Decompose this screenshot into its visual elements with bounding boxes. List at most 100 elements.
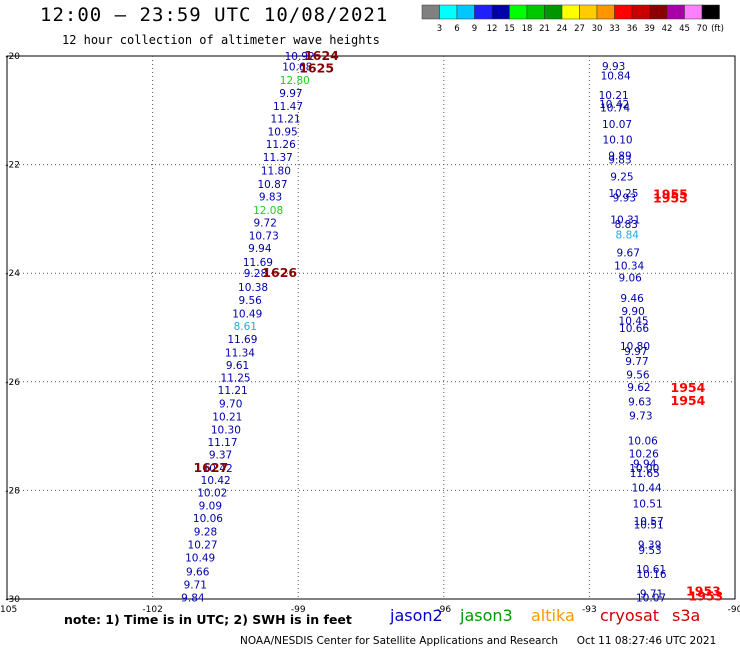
pass-time-label: 1953 bbox=[653, 190, 688, 205]
x-tick-label: -93 bbox=[582, 605, 597, 615]
wave-height-value: 11.17 bbox=[207, 437, 237, 449]
wave-height-value: 9.71 bbox=[184, 579, 207, 591]
wave-height-value: 10.92 bbox=[285, 51, 315, 63]
wave-height-value: 11.26 bbox=[266, 139, 296, 151]
wave-height-value: 9.93 bbox=[602, 61, 625, 73]
x-tick-label: -90 bbox=[728, 605, 740, 615]
wave-height-value: 9.77 bbox=[625, 356, 648, 368]
wave-height-value: 9.97 bbox=[624, 346, 647, 358]
x-tick-label: -99 bbox=[291, 605, 306, 615]
wave-height-value: 10.44 bbox=[632, 483, 662, 495]
wave-height-value: 9.09 bbox=[199, 501, 222, 513]
chart-title: 12:00 – 23:59 UTC 10/08/2021 bbox=[40, 4, 389, 26]
color-scale-label: 36 bbox=[627, 24, 638, 34]
color-scale-label: 3 bbox=[437, 24, 442, 34]
wave-height-value: 11.47 bbox=[273, 101, 303, 113]
wave-height-value: 8.61 bbox=[234, 321, 257, 333]
wave-height-value: 10.27 bbox=[188, 540, 218, 552]
y-tick-label: -20 bbox=[5, 52, 20, 62]
wave-height-value: 10.66 bbox=[619, 323, 649, 335]
wave-height-value: 10.95 bbox=[268, 126, 298, 138]
pass-time-label: 1955 bbox=[653, 186, 688, 201]
wave-height-value: 8.83 bbox=[615, 219, 638, 231]
wave-height-value: 11.37 bbox=[263, 152, 293, 164]
wave-height-value: 10.21 bbox=[599, 90, 629, 102]
pass-time-label: 1626 bbox=[262, 265, 297, 280]
wave-height-value: 10.42 bbox=[201, 475, 231, 487]
color-scale-label: 42 bbox=[662, 24, 673, 34]
pass-time-label: 1954 bbox=[671, 380, 706, 395]
wave-height-value: 10.00 bbox=[629, 463, 659, 475]
wave-height-value: 9.56 bbox=[626, 370, 650, 382]
wave-height-value: 10.51 bbox=[634, 520, 664, 532]
wave-height-value: 11.69 bbox=[227, 334, 257, 346]
wave-height-value: 9.28 bbox=[244, 268, 267, 280]
x-tick-label: -96 bbox=[436, 605, 451, 615]
color-scale-label: 27 bbox=[574, 24, 585, 34]
color-scale-label: 70 bbox=[697, 24, 708, 34]
color-scale-label: 33 bbox=[609, 24, 620, 34]
color-scale-unit: (ft) bbox=[711, 24, 724, 34]
wave-height-value: 10.87 bbox=[257, 179, 287, 191]
wave-height-value: 10.06 bbox=[193, 513, 223, 525]
footnote: note: 1) Time is in UTC; 2) SWH is in fe… bbox=[64, 612, 352, 627]
wave-height-value: 11.69 bbox=[243, 257, 273, 269]
credit-line: NOAA/NESDIS Center for Satellite Applica… bbox=[240, 635, 716, 647]
wave-height-value: 10.42 bbox=[203, 463, 233, 475]
wave-height-value: 9.73 bbox=[629, 410, 652, 422]
color-scale-legend: 3 6 9 12 15 18 21 24 27 30 33 36 39 42 45 70 (ft) bbox=[421, 4, 724, 34]
pass-time-label: 1953 bbox=[688, 588, 723, 603]
wave-height-value: 10.42 bbox=[599, 99, 629, 111]
wave-height-value: 10.07 bbox=[602, 119, 632, 131]
color-scale-label: 9 bbox=[472, 24, 477, 34]
wave-height-value: 10.80 bbox=[620, 341, 650, 353]
wave-height-value: 10.26 bbox=[629, 448, 659, 460]
wave-height-value: 9.83 bbox=[259, 192, 282, 204]
y-tick-label: -26 bbox=[5, 378, 20, 388]
plot-frame bbox=[6, 55, 736, 600]
y-tick-label: -24 bbox=[5, 269, 20, 279]
color-scale-label: 18 bbox=[522, 24, 533, 34]
legend-cryosat: cryosat bbox=[600, 606, 660, 625]
wave-height-value: 10.16 bbox=[636, 569, 666, 581]
chart-subtitle: 12 hour collection of altimeter wave hei… bbox=[62, 33, 380, 47]
wave-height-value: 9.89 bbox=[608, 150, 631, 162]
wave-height-value: 10.61 bbox=[636, 564, 666, 576]
wave-height-value: 10.25 bbox=[608, 188, 638, 200]
y-tick-label: -28 bbox=[5, 486, 20, 496]
color-scale-label: 21 bbox=[539, 24, 550, 34]
legend-altika: altika bbox=[531, 606, 575, 625]
legend-jason3: jason3 bbox=[460, 606, 513, 625]
pass-time-label: 1627 bbox=[193, 460, 228, 475]
wave-height-value: 12.80 bbox=[280, 75, 310, 87]
color-scale-label: 15 bbox=[504, 24, 515, 34]
color-scale-label: 39 bbox=[644, 24, 655, 34]
wave-height-value: 9.83 bbox=[608, 155, 631, 167]
wave-height-value: 10.74 bbox=[600, 103, 630, 115]
wave-height-value: 10.34 bbox=[614, 261, 644, 273]
track-east-pass: 9.9310.8410.2110.4210.7410.0710.109.899.… bbox=[599, 61, 667, 605]
y-tick-label: -22 bbox=[5, 161, 20, 171]
wave-height-value: 9.72 bbox=[254, 218, 277, 230]
wave-height-value: 10.10 bbox=[603, 135, 633, 147]
wave-height-value: 11.21 bbox=[218, 385, 248, 397]
wave-height-value: 10.30 bbox=[211, 425, 241, 437]
wave-height-value: 9.06 bbox=[618, 273, 642, 285]
wave-height-value: 10.49 bbox=[232, 308, 262, 320]
wave-height-value: 10.21 bbox=[212, 412, 242, 424]
wave-height-value: 11.25 bbox=[221, 372, 251, 384]
track-west-pass: 10.9210.6812.809.9711.4711.2110.9511.261… bbox=[181, 51, 314, 604]
color-scale-label: 45 bbox=[679, 24, 690, 34]
x-tick-label: -105 bbox=[0, 605, 17, 615]
pass-time-label: 1954 bbox=[671, 393, 706, 408]
wave-height-value: 9.62 bbox=[627, 382, 650, 394]
wave-height-value: 10.68 bbox=[282, 61, 312, 73]
wave-height-value: 9.67 bbox=[617, 248, 640, 260]
wave-height-value: 9.94 bbox=[633, 458, 657, 470]
wave-height-value: 10.31 bbox=[610, 214, 640, 226]
wave-height-value: 12.08 bbox=[253, 205, 283, 217]
wave-height-value: 9.61 bbox=[226, 360, 249, 372]
wave-height-value: 9.84 bbox=[181, 592, 205, 604]
plot-area: -105 -102 -99 -96 -93 -90 -20 -22 -24 -26 -28 -30 10… bbox=[0, 48, 740, 615]
